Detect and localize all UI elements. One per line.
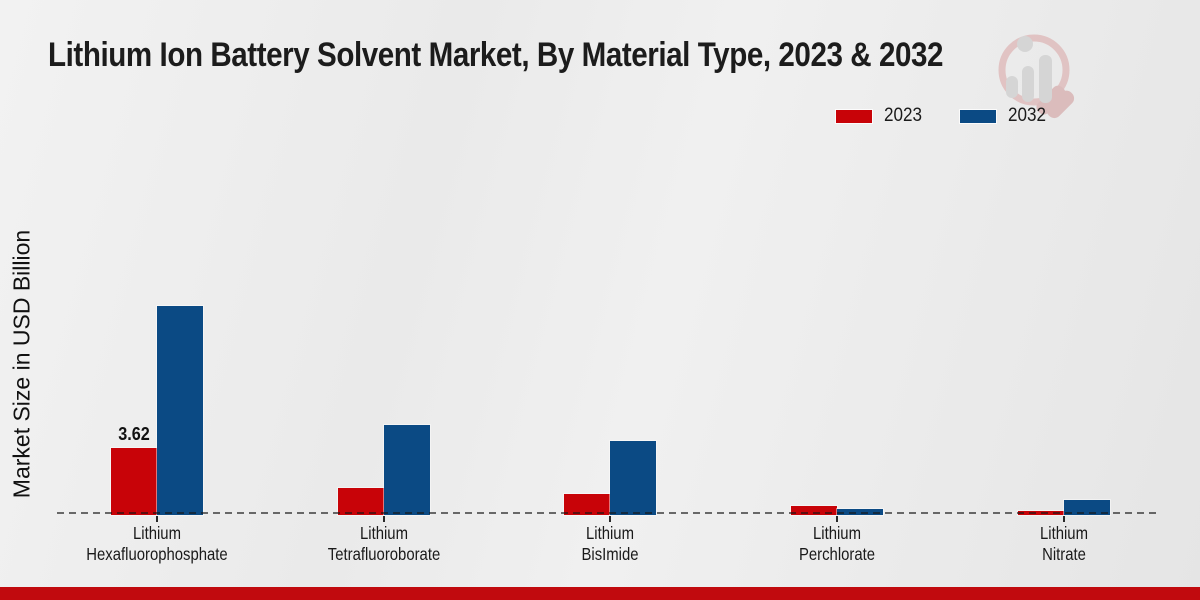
x-axis-tick <box>156 516 158 522</box>
category-label-nitrate: Lithium Nitrate <box>1040 523 1088 564</box>
legend-label-2032: 2032 <box>1008 105 1047 126</box>
x-axis-tick <box>383 516 385 522</box>
y-axis-label: Market Size in USD Billion <box>8 229 35 499</box>
legend-item-2032: 2032 <box>959 105 1050 127</box>
bar-2023-hexafluorophosphate <box>110 447 158 516</box>
category-label-hexafluorophosphate: Lithium Hexafluorophosphate <box>86 523 228 564</box>
bar-2032-hexafluorophosphate <box>156 305 204 516</box>
legend-swatch-2032 <box>959 108 998 124</box>
bar-2023-bisimide <box>563 493 611 516</box>
bar-2032-tetrafluoroborate <box>383 424 431 516</box>
bar-2023-perchlorate <box>790 505 838 516</box>
legend-item-2023: 2023 <box>835 105 926 127</box>
value-label-2023-hexafluorophosphate: 3.62 <box>118 424 150 444</box>
category-label-bisimide: Lithium BisImide <box>581 523 639 564</box>
bar-2032-nitrate <box>1063 499 1111 516</box>
legend-label-2023: 2023 <box>884 105 923 126</box>
chart-title: Lithium Ion Battery Solvent Market, By M… <box>48 36 944 74</box>
x-axis-tick <box>609 516 611 522</box>
bar-2032-bisimide <box>609 440 657 516</box>
legend: 2023 2032 <box>835 105 1051 127</box>
x-axis-tick <box>836 516 838 522</box>
bar-2023-tetrafluoroborate <box>337 487 385 516</box>
category-label-tetrafluoroborate: Lithium Tetrafluoroborate <box>327 523 441 564</box>
magnifier-bar-chart-logo-icon <box>998 34 1075 119</box>
category-label-perchlorate: Lithium Perchlorate <box>798 523 876 564</box>
bottom-red-band <box>0 587 1200 600</box>
x-axis-tick <box>1063 516 1065 522</box>
baseline-dashed-axis <box>57 512 1157 514</box>
legend-swatch-2023 <box>835 108 873 124</box>
